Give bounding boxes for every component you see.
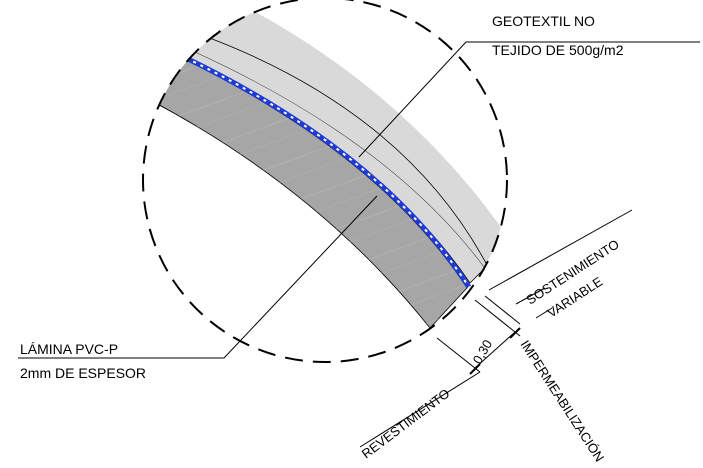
geotextil-label-2: TEJIDO DE 500g/m2 <box>492 42 624 58</box>
lining-layers <box>149 0 507 329</box>
support-layer-edge <box>206 36 488 266</box>
geotextil-label-1: GEOTEXTIL NO <box>492 13 595 29</box>
support-layer-fill <box>191 0 507 268</box>
detail-circle <box>142 0 508 363</box>
pvc-leader <box>18 195 378 359</box>
geotextil-leader <box>358 41 700 158</box>
dimension-value: 0,30 <box>470 337 496 366</box>
pvc-label-1: LÁMINA PVC-P <box>20 341 118 357</box>
impermeabilizacion-label: IMPERMEABILIZACIÓN <box>517 337 607 464</box>
lining-hatch <box>150 59 467 328</box>
pvc-label-2: 2mm DE ESPESOR <box>20 365 146 381</box>
pvc-membrane-dash <box>185 57 470 288</box>
revestimiento-label: REVESTIMIENTO <box>359 386 453 462</box>
dimension-lines <box>359 209 633 448</box>
